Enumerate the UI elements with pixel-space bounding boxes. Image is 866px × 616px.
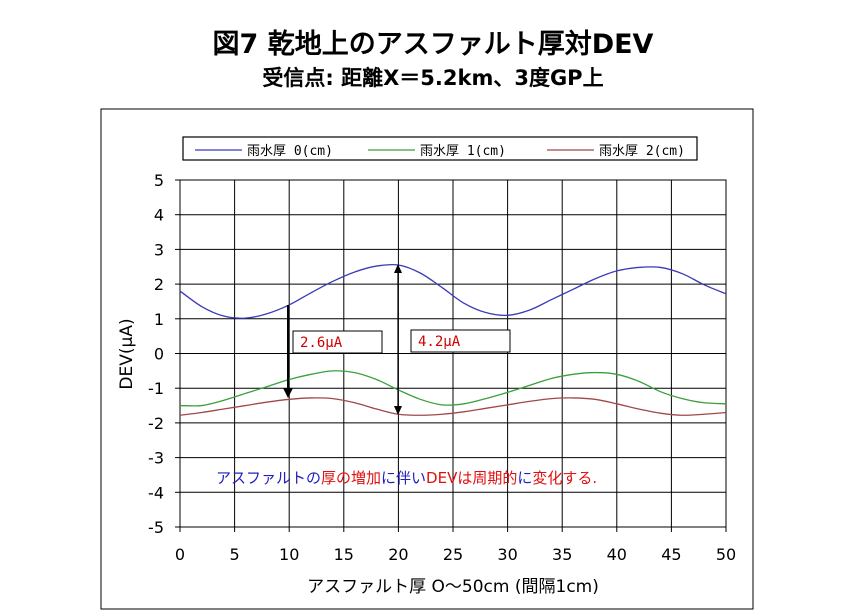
x-tick-50: 50: [716, 545, 736, 564]
y-axis-label: DEV(μA): [117, 318, 137, 389]
y-tick-0: 0: [154, 345, 164, 364]
y-tick-4: 4: [154, 206, 164, 225]
x-tick-45: 45: [661, 545, 681, 564]
annotation-box-2.6: [292, 330, 383, 354]
annotation-label-4.2: 4.2μA: [418, 334, 461, 350]
chart-note: アスファルトの厚の増加に伴いDEVは周期的に変化する.: [216, 469, 597, 487]
x-axis-label: アスファルト厚 O～50cm (間隔1cm): [307, 577, 599, 597]
series-line-2: [179, 397, 727, 416]
note-part-4: に: [517, 469, 532, 487]
y-tick-1: 1: [154, 310, 164, 329]
arrow-2.6-head: [283, 388, 293, 398]
x-tick-40: 40: [607, 545, 627, 564]
y-tick-3: 3: [154, 240, 164, 259]
note-part-3: DEVは周期的: [426, 469, 517, 487]
x-tick-10: 10: [279, 545, 299, 564]
chart-title: 図7 乾地上のアスファルト厚対DEV: [212, 29, 654, 60]
y-tick--5: -5: [148, 518, 164, 537]
legend-label-2: 雨水厚 2(cm): [599, 144, 685, 159]
annotation-2.6: 2.6μA: [283, 305, 383, 398]
note-part-0: アスファルトの: [216, 469, 321, 487]
annotation-label-2.6: 2.6μA: [300, 335, 343, 351]
legend-label-1: 雨水厚 1(cm): [420, 144, 506, 159]
x-tick-15: 15: [334, 545, 354, 564]
note-part-2: に伴い: [381, 469, 426, 487]
legend: 雨水厚 0(cm) 雨水厚 1(cm) 雨水厚 2(cm): [182, 136, 698, 161]
arrow-4.2-head-down: [394, 406, 402, 415]
grid: [180, 180, 726, 527]
note-part-1: 厚の増加: [321, 469, 381, 487]
x-tick-5: 5: [230, 545, 240, 564]
x-tick-20: 20: [388, 545, 408, 564]
x-tick-25: 25: [443, 545, 463, 564]
annotation-4.2: 4.2μA: [394, 264, 511, 415]
x-tick-30: 30: [497, 545, 517, 564]
legend-box: [182, 136, 698, 161]
annotation-box-4.2: [410, 329, 511, 353]
y-tick--1: -1: [148, 379, 164, 398]
y-tick--2: -2: [148, 414, 164, 433]
y-tick--3: -3: [148, 449, 164, 468]
legend-label-0: 雨水厚 0(cm): [247, 144, 333, 159]
series: [179, 263, 727, 416]
note-part-5: 変化する.: [532, 469, 597, 487]
x-tick-0: 0: [175, 545, 185, 564]
chart-subtitle: 受信点: 距離X＝5.2km、3度GP上: [262, 66, 604, 90]
y-tick--4: -4: [148, 483, 164, 502]
series-line-1: [179, 370, 727, 407]
series-line-0: [179, 263, 727, 319]
y-tick-5: 5: [154, 171, 164, 190]
x-tick-35: 35: [552, 545, 572, 564]
chart-frame: [100, 108, 754, 610]
y-tick-2: 2: [154, 275, 164, 294]
arrow-4.2-head-up: [394, 264, 402, 273]
